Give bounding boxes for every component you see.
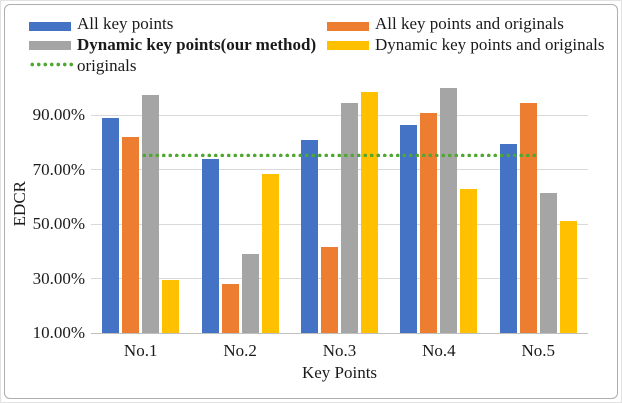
bar bbox=[320, 247, 338, 333]
bar bbox=[102, 117, 120, 333]
bar bbox=[142, 94, 160, 333]
bar bbox=[261, 173, 279, 333]
legend-swatch bbox=[29, 22, 71, 31]
bar bbox=[340, 102, 358, 333]
y-tick-label: 50.00% bbox=[32, 214, 85, 234]
bar bbox=[300, 139, 318, 333]
bar-group bbox=[389, 88, 488, 333]
bar-group bbox=[190, 88, 289, 333]
x-axis-title: Key Points bbox=[301, 363, 378, 382]
legend-label: All key points and originals bbox=[375, 14, 564, 33]
originals-reference-line bbox=[140, 152, 539, 157]
bar-group bbox=[489, 88, 588, 333]
y-tick-label: 70.00% bbox=[32, 159, 85, 179]
legend-swatch bbox=[327, 41, 369, 50]
x-axis-line bbox=[91, 333, 588, 334]
legend-label: All key points bbox=[77, 14, 174, 33]
gridline bbox=[91, 278, 588, 280]
bar bbox=[162, 279, 180, 333]
bar bbox=[539, 192, 557, 333]
bar bbox=[440, 88, 458, 333]
bar bbox=[499, 143, 517, 333]
gridline bbox=[91, 114, 588, 116]
y-tick-label: 10.00% bbox=[32, 323, 85, 342]
x-tick-label: No.4 bbox=[422, 341, 456, 360]
bar bbox=[420, 112, 438, 333]
gridline bbox=[91, 223, 588, 225]
bar-group bbox=[91, 88, 190, 333]
gridline bbox=[91, 169, 588, 171]
bar bbox=[221, 284, 239, 333]
legend-label: Dynamic key points and originals bbox=[375, 35, 605, 54]
legend-dotted-line-swatch bbox=[29, 62, 73, 67]
y-tick-label: 90.00% bbox=[32, 105, 85, 125]
y-tick-label: 30.00% bbox=[32, 268, 85, 288]
x-tick-label: No.2 bbox=[223, 341, 257, 360]
bar bbox=[519, 102, 537, 333]
plot-area: 90.00% 70.00% 50.00% 30.00% 10.00% No.1 No.2 No… bbox=[33, 88, 588, 360]
x-tick-label: No.3 bbox=[322, 341, 357, 360]
bar-group bbox=[290, 88, 389, 333]
bar bbox=[400, 124, 418, 333]
bar bbox=[122, 137, 140, 333]
bar bbox=[559, 221, 577, 333]
bar bbox=[201, 158, 219, 333]
bar bbox=[241, 254, 259, 333]
legend-label: originals bbox=[77, 56, 137, 75]
bar bbox=[360, 92, 378, 333]
bar bbox=[460, 188, 478, 333]
legend-swatch bbox=[29, 41, 71, 50]
legend-label: Dynamic key points(our method) bbox=[77, 35, 317, 54]
x-tick-label: No.5 bbox=[521, 341, 556, 360]
legend-swatch bbox=[327, 22, 369, 31]
x-tick-label: No.1 bbox=[123, 341, 158, 360]
